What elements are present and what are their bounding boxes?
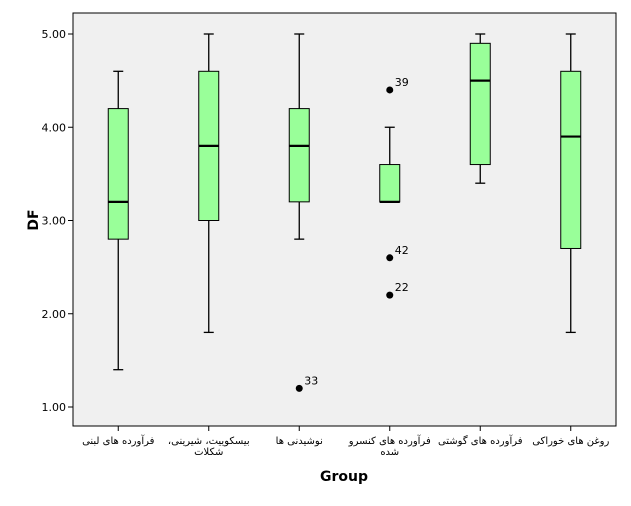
plot-area <box>72 12 617 427</box>
box-group <box>469 33 491 184</box>
y-tick-label: 1.00 <box>42 401 67 414</box>
box-group <box>107 70 129 371</box>
x-category-label: فرآورده های گوشتی <box>438 434 523 447</box>
x-category-label: شده <box>380 447 399 458</box>
iqr-box <box>560 70 582 249</box>
outlier-point <box>295 384 303 392</box>
x-axis: فرآورده های لبنی بیسکوییت، شیرینی،شکلات نو… <box>82 426 609 458</box>
outlier-point <box>386 254 394 262</box>
box-group <box>560 33 582 334</box>
iqr-box <box>107 108 129 240</box>
iqr-box <box>288 108 310 203</box>
x-axis-title: Group <box>320 469 368 485</box>
y-tick-label: 4.00 <box>42 121 67 134</box>
outlier-label: 42 <box>395 244 409 257</box>
iqr-box <box>469 42 491 166</box>
x-category-label: نوشیدنی ها <box>276 436 323 447</box>
y-tick-label: 2.00 <box>42 308 67 321</box>
box-group <box>198 33 220 334</box>
box-group: 39 42 22 <box>379 76 409 299</box>
x-category-label: بیسکوییت، شیرینی، <box>168 436 250 447</box>
box-group: 33 <box>288 33 318 392</box>
y-axis-title: DF <box>26 209 42 230</box>
y-tick-label: 3.00 <box>42 215 67 228</box>
y-tick-label: 5.00 <box>42 28 67 41</box>
x-category-label: شکلات <box>194 447 223 458</box>
outlier-label: 22 <box>395 281 409 294</box>
boxes-layer: 33 39 42 22 <box>107 33 582 392</box>
x-category-label: فرآورده های لبنی <box>82 434 155 447</box>
x-category-label: فرآورده های کنسرو <box>348 434 431 447</box>
outlier-label: 33 <box>304 374 318 387</box>
outlier-point <box>386 86 394 94</box>
x-category-label: روغن های خوراکی <box>532 436 609 447</box>
outlier-label: 39 <box>395 76 409 89</box>
iqr-box <box>379 164 401 203</box>
y-axis: 1.00 2.00 3.00 4.00 5.00 <box>42 28 73 414</box>
outlier-point <box>386 291 394 299</box>
